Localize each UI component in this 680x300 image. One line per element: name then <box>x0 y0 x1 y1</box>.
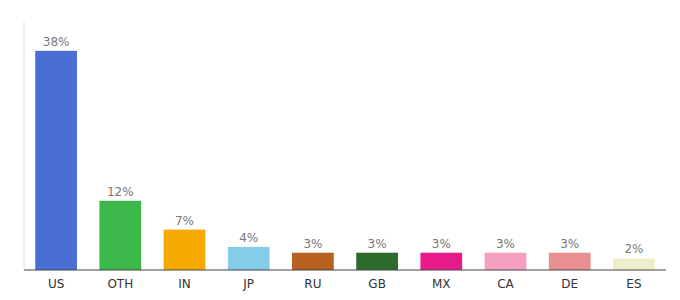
bar <box>164 230 206 270</box>
data-label: 7% <box>175 214 194 228</box>
x-tick-label: RU <box>304 277 321 291</box>
data-label: 3% <box>496 237 515 251</box>
data-label: 3% <box>303 237 322 251</box>
x-tick-label: ES <box>626 277 641 291</box>
data-label: 2% <box>624 242 643 256</box>
bar <box>356 253 398 270</box>
bar <box>292 253 334 270</box>
data-label: 3% <box>560 237 579 251</box>
bars <box>35 51 655 270</box>
x-tick-labels: US OTH IN JP RU GB MX CA DE ES <box>48 277 642 291</box>
x-tick-label: US <box>48 277 64 291</box>
x-tick-label: IN <box>178 277 191 291</box>
data-label: 3% <box>432 237 451 251</box>
x-tick-label: OTH <box>107 277 133 291</box>
data-label: 38% <box>43 35 70 49</box>
x-tick-label: DE <box>561 277 578 291</box>
data-labels: 38% 12% 7% 4% 3% 3% 3% 3% 3% 2% <box>43 35 644 257</box>
x-tick-label: JP <box>242 277 254 291</box>
bar <box>485 253 527 270</box>
data-label: 12% <box>107 185 134 199</box>
bar <box>613 258 655 270</box>
x-tick-label: GB <box>368 277 386 291</box>
x-axis-line <box>24 270 666 271</box>
chart-svg: 38% 12% 7% 4% 3% 3% 3% 3% 3% 2% US OTH IN JP RU GB MX CA D… <box>0 0 680 300</box>
data-label: 4% <box>239 231 258 245</box>
bar <box>228 247 270 270</box>
data-label: 3% <box>368 237 387 251</box>
bar <box>549 253 591 270</box>
bar <box>99 201 141 270</box>
bar <box>420 253 462 270</box>
bar <box>35 51 77 270</box>
chart-container: 38% 12% 7% 4% 3% 3% 3% 3% 3% 2% US OTH IN JP RU GB MX CA D… <box>0 0 680 300</box>
x-tick-label: MX <box>432 277 451 291</box>
x-tick-label: CA <box>497 277 514 291</box>
y-axis-line <box>24 22 25 270</box>
